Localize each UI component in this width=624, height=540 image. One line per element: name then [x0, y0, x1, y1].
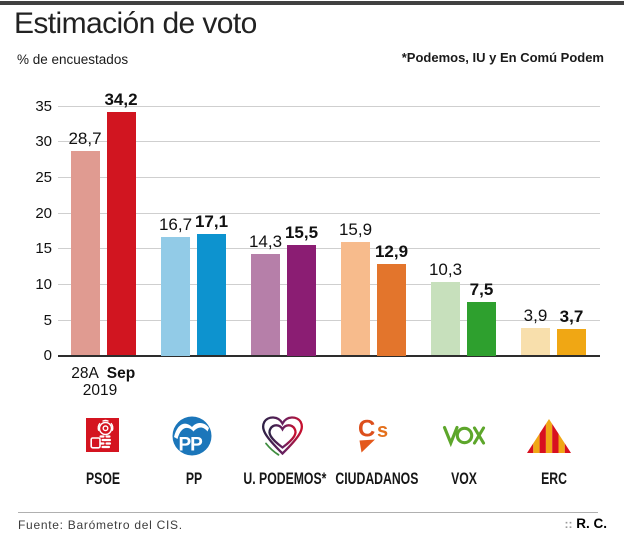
svg-text:s: s — [377, 420, 388, 442]
svg-text:C: C — [358, 416, 375, 443]
svg-text:PP: PP — [179, 435, 204, 456]
